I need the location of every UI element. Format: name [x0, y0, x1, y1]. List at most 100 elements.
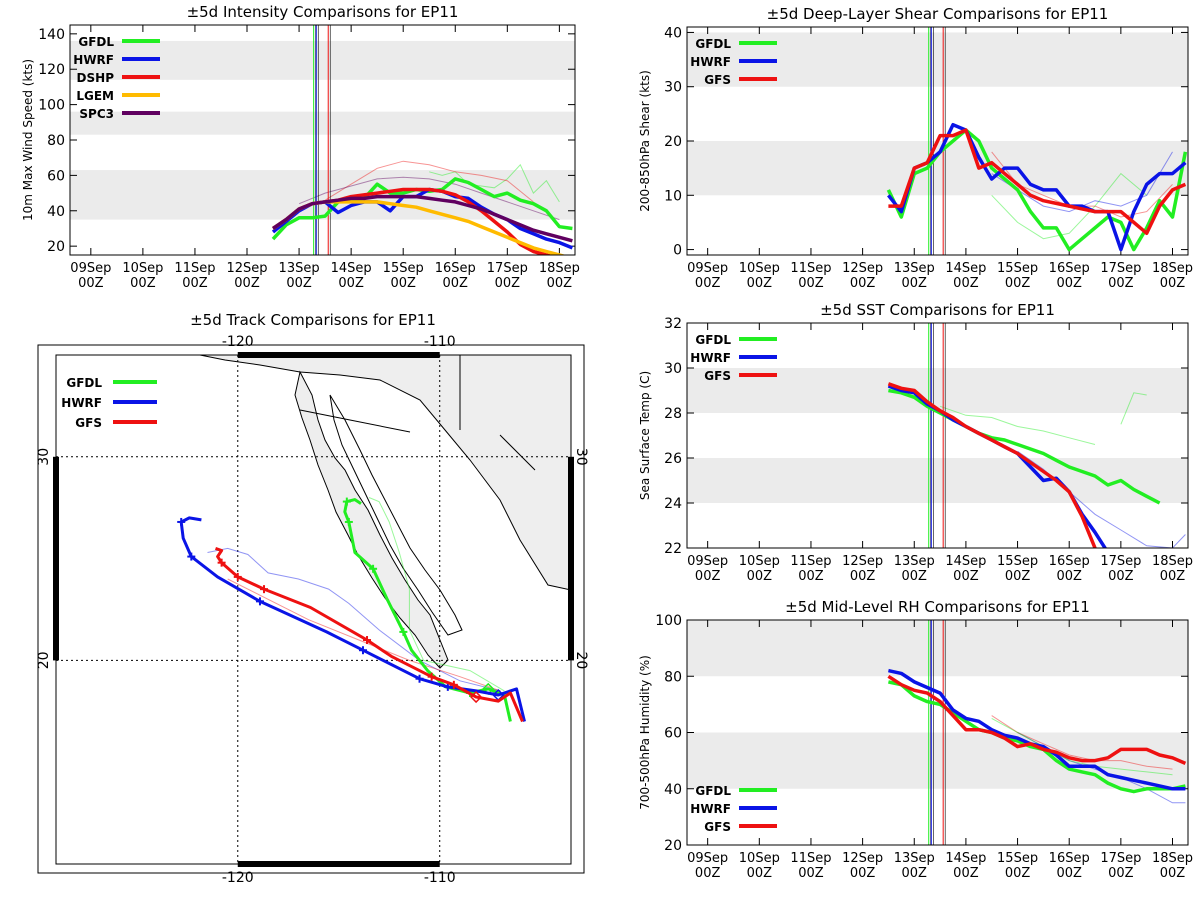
- x-tick-hour-label: 00Z: [747, 276, 773, 291]
- x-tick-day-label: 14Sep: [331, 261, 372, 276]
- x-tick-day-label: 13Sep: [894, 261, 935, 276]
- x-tick-day-label: 15Sep: [383, 261, 424, 276]
- legend-label: GFS: [75, 416, 102, 430]
- x-tick-day-label: 10Sep: [122, 261, 163, 276]
- series-line-gfs: [887, 382, 1097, 548]
- x-tick-day-label: 17Sep: [1100, 554, 1141, 569]
- x-tick-day-label: 18Sep: [1152, 851, 1193, 866]
- faint-track-gfs: [227, 578, 501, 692]
- frame-segment-right: [568, 456, 574, 661]
- x-tick-hour-label: 00Z: [850, 866, 876, 881]
- chart-title: ±5d Intensity Comparisons for EP11: [187, 3, 459, 21]
- frame-segment-bottom: [237, 861, 440, 867]
- baja-peninsula: [294, 370, 449, 669]
- x-tick-day-label: 17Sep: [1100, 261, 1141, 276]
- chart-title: ±5d SST Comparisons for EP11: [820, 301, 1055, 319]
- x-tick-day-label: 09Sep: [687, 261, 728, 276]
- x-tick-day-label: 12Sep: [226, 261, 267, 276]
- series-line-gfdl: [888, 388, 1161, 505]
- chart-title: ±5d Mid-Level RH Comparisons for EP11: [785, 598, 1090, 616]
- y-axis-label: 700-500hPa Humidity (%): [638, 655, 652, 810]
- x-tick-day-label: 17Sep: [1100, 851, 1141, 866]
- x-tick-hour-label: 00Z: [953, 866, 979, 881]
- rh-panel: ±5d Mid-Level RH Comparisons for EP11 700…: [638, 598, 1193, 881]
- legend-label: GFDL: [66, 376, 102, 390]
- y-tick-label: 60: [664, 726, 682, 742]
- x-tick-hour-label: 00Z: [1005, 276, 1031, 291]
- x-tick-day-label: 18Sep: [1152, 554, 1193, 569]
- x-tick-hour-label: 00Z: [695, 276, 721, 291]
- faint-line-gfdl: [991, 717, 1173, 776]
- y-tick-label: 10: [664, 188, 682, 204]
- y-tick-label: 20: [664, 134, 682, 150]
- faint-track-gfdl: [368, 497, 505, 692]
- x-tick-day-label: 18Sep: [1152, 261, 1193, 276]
- legend-label: LGEM: [76, 89, 114, 103]
- frame-segment-top: [237, 352, 440, 358]
- x-tick-hour-label: 00Z: [390, 276, 416, 291]
- x-tick-hour-label: 00Z: [547, 276, 573, 291]
- faint-line-gfdl: [939, 405, 1096, 445]
- legend-label: GFS: [704, 73, 731, 87]
- x-tick-day-label: 10Sep: [739, 261, 780, 276]
- x-tick-hour-label: 00Z: [495, 276, 521, 291]
- x-tick-day-label: 11Sep: [790, 261, 831, 276]
- y-tick-label: 40: [664, 25, 682, 41]
- shade-band: [687, 458, 1188, 503]
- y-tick-label: 60: [47, 168, 65, 184]
- x-tick-day-label: 13Sep: [279, 261, 320, 276]
- legend-label: GFS: [704, 820, 731, 834]
- plot-frame: [686, 619, 1189, 846]
- x-tick-hour-label: 00Z: [443, 276, 469, 291]
- x-tick-day-label: 17Sep: [487, 261, 528, 276]
- faint-line-gfdl: [429, 163, 560, 203]
- lat-label-left: 30: [36, 448, 52, 466]
- x-tick-hour-label: 00Z: [1108, 276, 1134, 291]
- lon-label-top: -120: [222, 334, 254, 350]
- lon-label-bottom: -110: [424, 870, 456, 886]
- x-tick-day-label: 12Sep: [842, 851, 883, 866]
- x-tick-hour-label: 00Z: [953, 276, 979, 291]
- legend-label: GFDL: [78, 35, 114, 49]
- track-panel: ±5d Track Comparisons for EP11 -120 -120 -1…: [36, 311, 589, 886]
- y-tick-label: 26: [664, 451, 682, 467]
- sst-panel: ±5d SST Comparisons for EP11 Sea Surface …: [638, 301, 1193, 584]
- x-tick-hour-label: 00Z: [747, 569, 773, 584]
- plot-frame: [686, 26, 1189, 256]
- x-tick-day-label: 09Sep: [687, 554, 728, 569]
- x-tick-day-label: 11Sep: [174, 261, 215, 276]
- faint-line-gfs: [991, 715, 1173, 770]
- legend-label: HWRF: [73, 53, 114, 67]
- plot-frame: [69, 24, 576, 256]
- lat-label-right: 30: [573, 448, 589, 466]
- x-tick-hour-label: 00Z: [234, 276, 260, 291]
- mainland-coast: [199, 355, 571, 591]
- x-tick-day-label: 14Sep: [945, 554, 986, 569]
- faint-line-gfdl: [1120, 392, 1147, 425]
- x-tick-hour-label: 00Z: [1056, 569, 1082, 584]
- plot-frame: [686, 322, 1189, 549]
- faint-line-dshp: [324, 160, 534, 203]
- state-border: [499, 434, 536, 471]
- x-tick-hour-label: 00Z: [286, 276, 312, 291]
- x-tick-hour-label: 00Z: [1160, 569, 1186, 584]
- x-tick-day-label: 09Sep: [70, 261, 111, 276]
- x-tick-hour-label: 00Z: [902, 569, 928, 584]
- x-tick-hour-label: 00Z: [902, 276, 928, 291]
- series-line-spc3: [272, 194, 573, 243]
- legend-label: HWRF: [690, 351, 731, 365]
- x-tick-hour-label: 00Z: [1056, 866, 1082, 881]
- y-tick-label: 80: [47, 133, 65, 149]
- chart-title: ±5d Deep-Layer Shear Comparisons for EP1…: [767, 5, 1109, 23]
- x-tick-hour-label: 00Z: [695, 866, 721, 881]
- x-tick-hour-label: 00Z: [902, 866, 928, 881]
- frame-segment-left: [53, 456, 59, 661]
- map-area: [56, 355, 571, 864]
- x-tick-hour-label: 00Z: [1108, 569, 1134, 584]
- plot-area: [887, 620, 1187, 845]
- x-tick-hour-label: 00Z: [953, 569, 979, 584]
- x-tick-day-label: 11Sep: [790, 851, 831, 866]
- lat-label-left: 20: [36, 651, 52, 669]
- chart-title: ±5d Track Comparisons for EP11: [190, 311, 436, 329]
- x-tick-day-label: 13Sep: [894, 554, 935, 569]
